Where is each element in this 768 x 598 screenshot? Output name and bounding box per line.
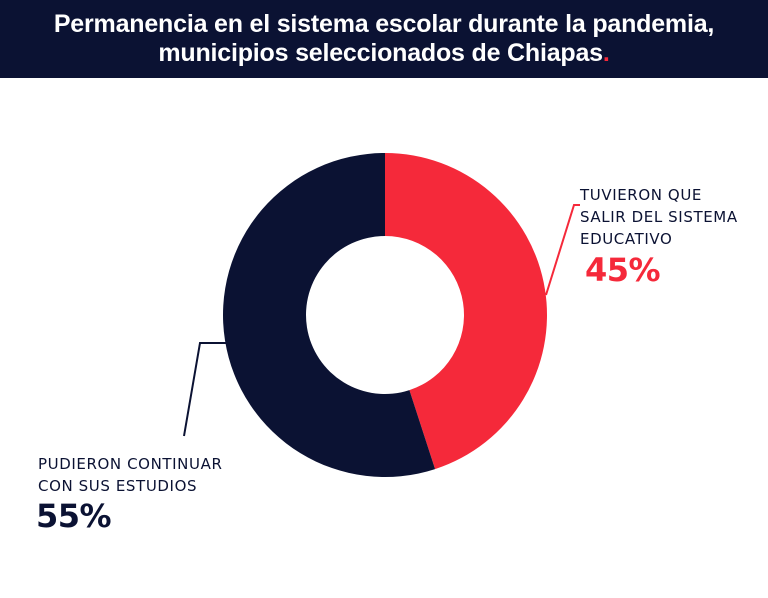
slice-label-left-system: TUVIERON QUE SALIR DEL SISTEMA EDUCATIVO	[580, 184, 738, 250]
slice-value-continued-studies: 55%	[36, 497, 112, 535]
donut-slice-left-system	[385, 153, 548, 470]
chart-title-line-2-text: municipios seleccionados de Chiapas	[158, 39, 603, 67]
chart-title-line-1: Permanencia en el sistema escolar durant…	[53, 10, 715, 38]
slice-label-line: CON SUS ESTUDIOS	[38, 477, 198, 495]
slice-label-continued-studies: PUDIERON CONTINUAR CON SUS ESTUDIOS	[38, 453, 222, 497]
slice-label-line: PUDIERON CONTINUAR	[38, 455, 223, 473]
slice-label-line: EDUCATIVO	[580, 230, 673, 248]
chart-title-line-2: municipios seleccionados de Chiapas.	[158, 39, 609, 68]
slice-value-left-system: 45%	[585, 251, 661, 289]
slice-label-line: TUVIERON QUE	[580, 186, 702, 204]
leader-line-continued-studies	[183, 342, 226, 437]
slice-label-line: SALIR DEL SISTEMA	[580, 208, 738, 226]
donut-slice-continued-studies	[223, 153, 436, 477]
chart-header: Permanencia en el sistema escolar durant…	[0, 0, 768, 78]
chart-title-dot: .	[602, 39, 610, 67]
leader-line-left-system	[545, 204, 580, 296]
